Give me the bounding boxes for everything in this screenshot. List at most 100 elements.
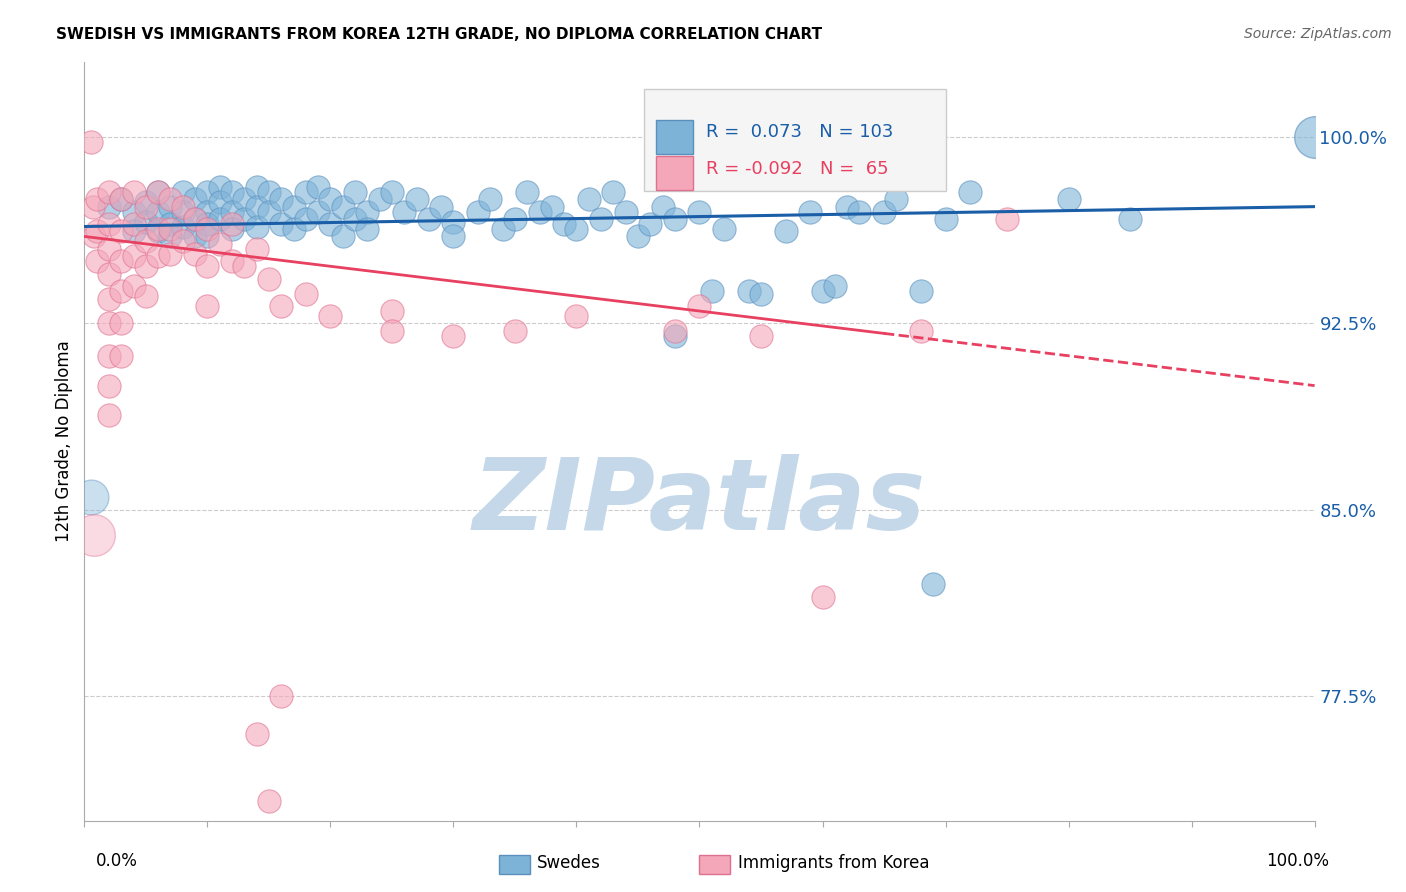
Point xyxy=(221,222,243,236)
Point xyxy=(184,212,207,227)
Point xyxy=(873,204,896,219)
Point xyxy=(233,260,256,274)
Point xyxy=(319,217,342,231)
Point xyxy=(122,204,145,219)
Point xyxy=(910,324,932,338)
Point xyxy=(664,329,686,343)
Point xyxy=(172,204,194,219)
Point xyxy=(344,185,367,199)
Point xyxy=(221,204,243,219)
Point xyxy=(443,229,465,244)
Point xyxy=(405,192,427,206)
Point xyxy=(79,491,101,505)
Text: R =  0.073   N = 103: R = 0.073 N = 103 xyxy=(706,123,893,141)
Point xyxy=(270,690,292,704)
Point xyxy=(98,349,120,363)
Point xyxy=(503,324,526,338)
Point xyxy=(110,349,132,363)
Point xyxy=(197,222,219,236)
Point xyxy=(700,284,723,298)
Point xyxy=(295,185,318,199)
Point xyxy=(159,192,181,206)
Point xyxy=(664,212,686,227)
Point xyxy=(837,200,859,214)
Point xyxy=(492,222,515,236)
Text: 100.0%: 100.0% xyxy=(1265,852,1329,870)
Point xyxy=(148,185,170,199)
Point xyxy=(246,179,269,194)
Point xyxy=(627,229,650,244)
Point xyxy=(172,235,194,249)
Point xyxy=(98,200,120,214)
Point xyxy=(110,317,132,331)
Point xyxy=(159,229,181,244)
Point xyxy=(221,217,243,231)
Point xyxy=(98,217,120,231)
Point xyxy=(86,225,108,239)
Point xyxy=(664,324,686,338)
Point xyxy=(565,309,588,323)
Text: 0.0%: 0.0% xyxy=(96,852,138,870)
Text: ZIPatlas: ZIPatlas xyxy=(472,454,927,550)
Y-axis label: 12th Grade, No Diploma: 12th Grade, No Diploma xyxy=(55,341,73,542)
Point xyxy=(479,192,502,206)
Point xyxy=(159,247,181,261)
Point xyxy=(319,192,342,206)
Point xyxy=(418,212,440,227)
Point xyxy=(159,200,181,214)
Point xyxy=(135,214,157,228)
Point xyxy=(824,279,846,293)
Point xyxy=(86,254,108,268)
Point xyxy=(135,200,157,214)
Point xyxy=(246,200,269,214)
Point xyxy=(110,192,132,206)
Point xyxy=(79,135,101,149)
Point xyxy=(148,222,170,236)
Point xyxy=(135,260,157,274)
Point xyxy=(98,267,120,281)
Bar xyxy=(657,120,693,154)
Text: Source: ZipAtlas.com: Source: ZipAtlas.com xyxy=(1244,27,1392,41)
Point xyxy=(319,309,342,323)
Point xyxy=(1057,192,1080,206)
Point xyxy=(83,229,105,244)
Point xyxy=(640,217,662,231)
Point xyxy=(886,192,908,206)
Point xyxy=(221,185,243,199)
Point xyxy=(148,204,170,219)
Point xyxy=(197,204,219,219)
Point xyxy=(356,222,378,236)
Point xyxy=(257,794,280,808)
Point xyxy=(565,222,588,236)
Point xyxy=(98,185,120,199)
Text: Swedes: Swedes xyxy=(537,855,600,872)
Point xyxy=(82,200,104,214)
Point xyxy=(184,192,207,206)
Point xyxy=(443,214,465,228)
Point xyxy=(122,185,145,199)
Point xyxy=(122,279,145,293)
Point xyxy=(910,284,932,298)
Point xyxy=(995,212,1018,227)
Point xyxy=(749,286,772,301)
Point xyxy=(651,200,673,214)
Point xyxy=(848,204,870,219)
Point xyxy=(443,329,465,343)
Point xyxy=(749,329,772,343)
Point xyxy=(602,185,624,199)
Point xyxy=(184,247,207,261)
Point xyxy=(135,289,157,303)
Point xyxy=(689,204,711,219)
Point xyxy=(959,185,981,199)
Point xyxy=(184,212,207,227)
Point xyxy=(110,284,132,298)
Point xyxy=(233,212,256,227)
Point xyxy=(83,528,105,542)
Point xyxy=(233,192,256,206)
Point xyxy=(578,192,600,206)
Point xyxy=(270,192,292,206)
Point xyxy=(283,222,305,236)
Point xyxy=(799,204,821,219)
Point xyxy=(246,219,269,234)
Point xyxy=(257,185,280,199)
